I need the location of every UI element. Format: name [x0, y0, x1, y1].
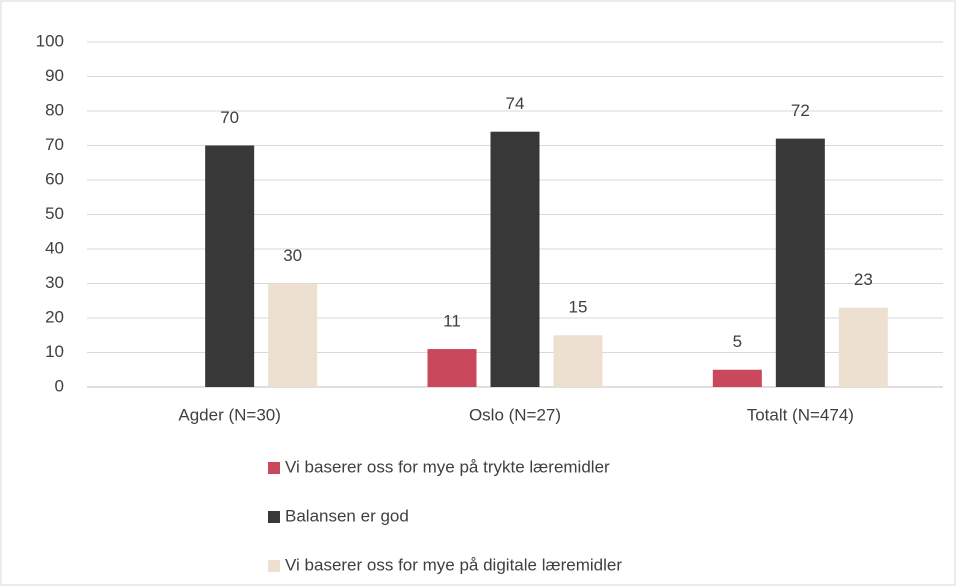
value-label: 11	[443, 312, 461, 331]
value-label: 70	[220, 108, 239, 127]
legend-label: Vi baserer oss for mye på digitale lærem…	[285, 555, 622, 574]
y-tick-label: 20	[45, 307, 64, 326]
bar	[553, 335, 603, 387]
y-tick-label: 50	[45, 204, 64, 223]
bar	[490, 131, 540, 387]
x-tick-label: Agder (N=30)	[178, 405, 281, 424]
value-label: 72	[791, 101, 810, 120]
value-label: 15	[569, 298, 588, 317]
x-tick-label: Totalt (N=474)	[747, 405, 854, 424]
bar	[775, 138, 825, 387]
legend-label: Vi baserer oss for mye på trykte læremid…	[285, 457, 610, 476]
legend-label: Balansen er god	[285, 506, 409, 525]
y-tick-label: 40	[45, 238, 64, 257]
value-label: 23	[854, 270, 873, 289]
bar	[205, 145, 255, 387]
x-tick-label: Oslo (N=27)	[469, 405, 561, 424]
y-tick-label: 100	[36, 31, 64, 50]
bar	[268, 283, 318, 387]
value-label: 5	[733, 332, 742, 351]
y-tick-label: 0	[55, 376, 64, 395]
y-tick-label: 80	[45, 100, 64, 119]
bar	[712, 369, 762, 387]
legend-swatch	[268, 560, 280, 572]
y-tick-label: 10	[45, 342, 64, 361]
bar	[427, 349, 477, 387]
value-label: 30	[283, 246, 302, 265]
bar	[838, 307, 888, 387]
legend-swatch	[268, 462, 280, 474]
y-tick-label: 90	[45, 66, 64, 85]
y-tick-label: 60	[45, 169, 64, 188]
y-tick-label: 70	[45, 135, 64, 154]
value-label: 74	[506, 94, 525, 113]
y-tick-label: 30	[45, 273, 64, 292]
legend-swatch	[268, 511, 280, 523]
